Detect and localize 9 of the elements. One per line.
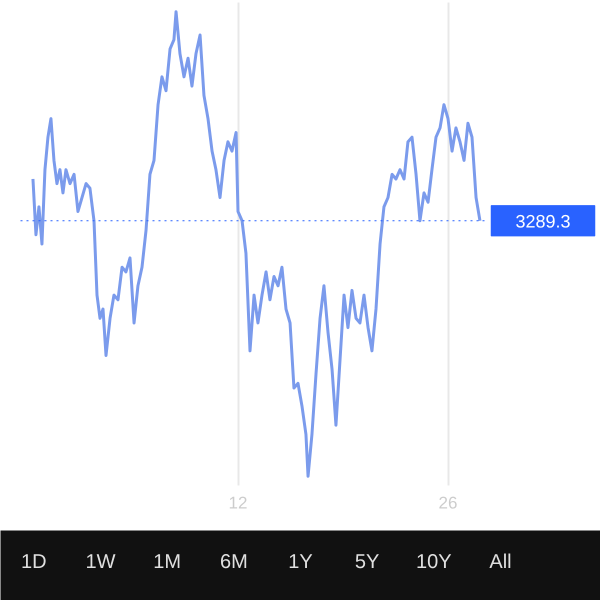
text: 6M bbox=[220, 551, 248, 573]
text: 3289.3 bbox=[515, 211, 571, 232]
text: 1D bbox=[21, 551, 47, 573]
text: 10Y bbox=[416, 551, 452, 573]
text: 1M bbox=[153, 551, 182, 573]
text: 1W bbox=[86, 551, 116, 573]
text: All bbox=[489, 551, 512, 573]
text: 1Y bbox=[288, 551, 313, 573]
text: 5Y bbox=[354, 551, 380, 573]
